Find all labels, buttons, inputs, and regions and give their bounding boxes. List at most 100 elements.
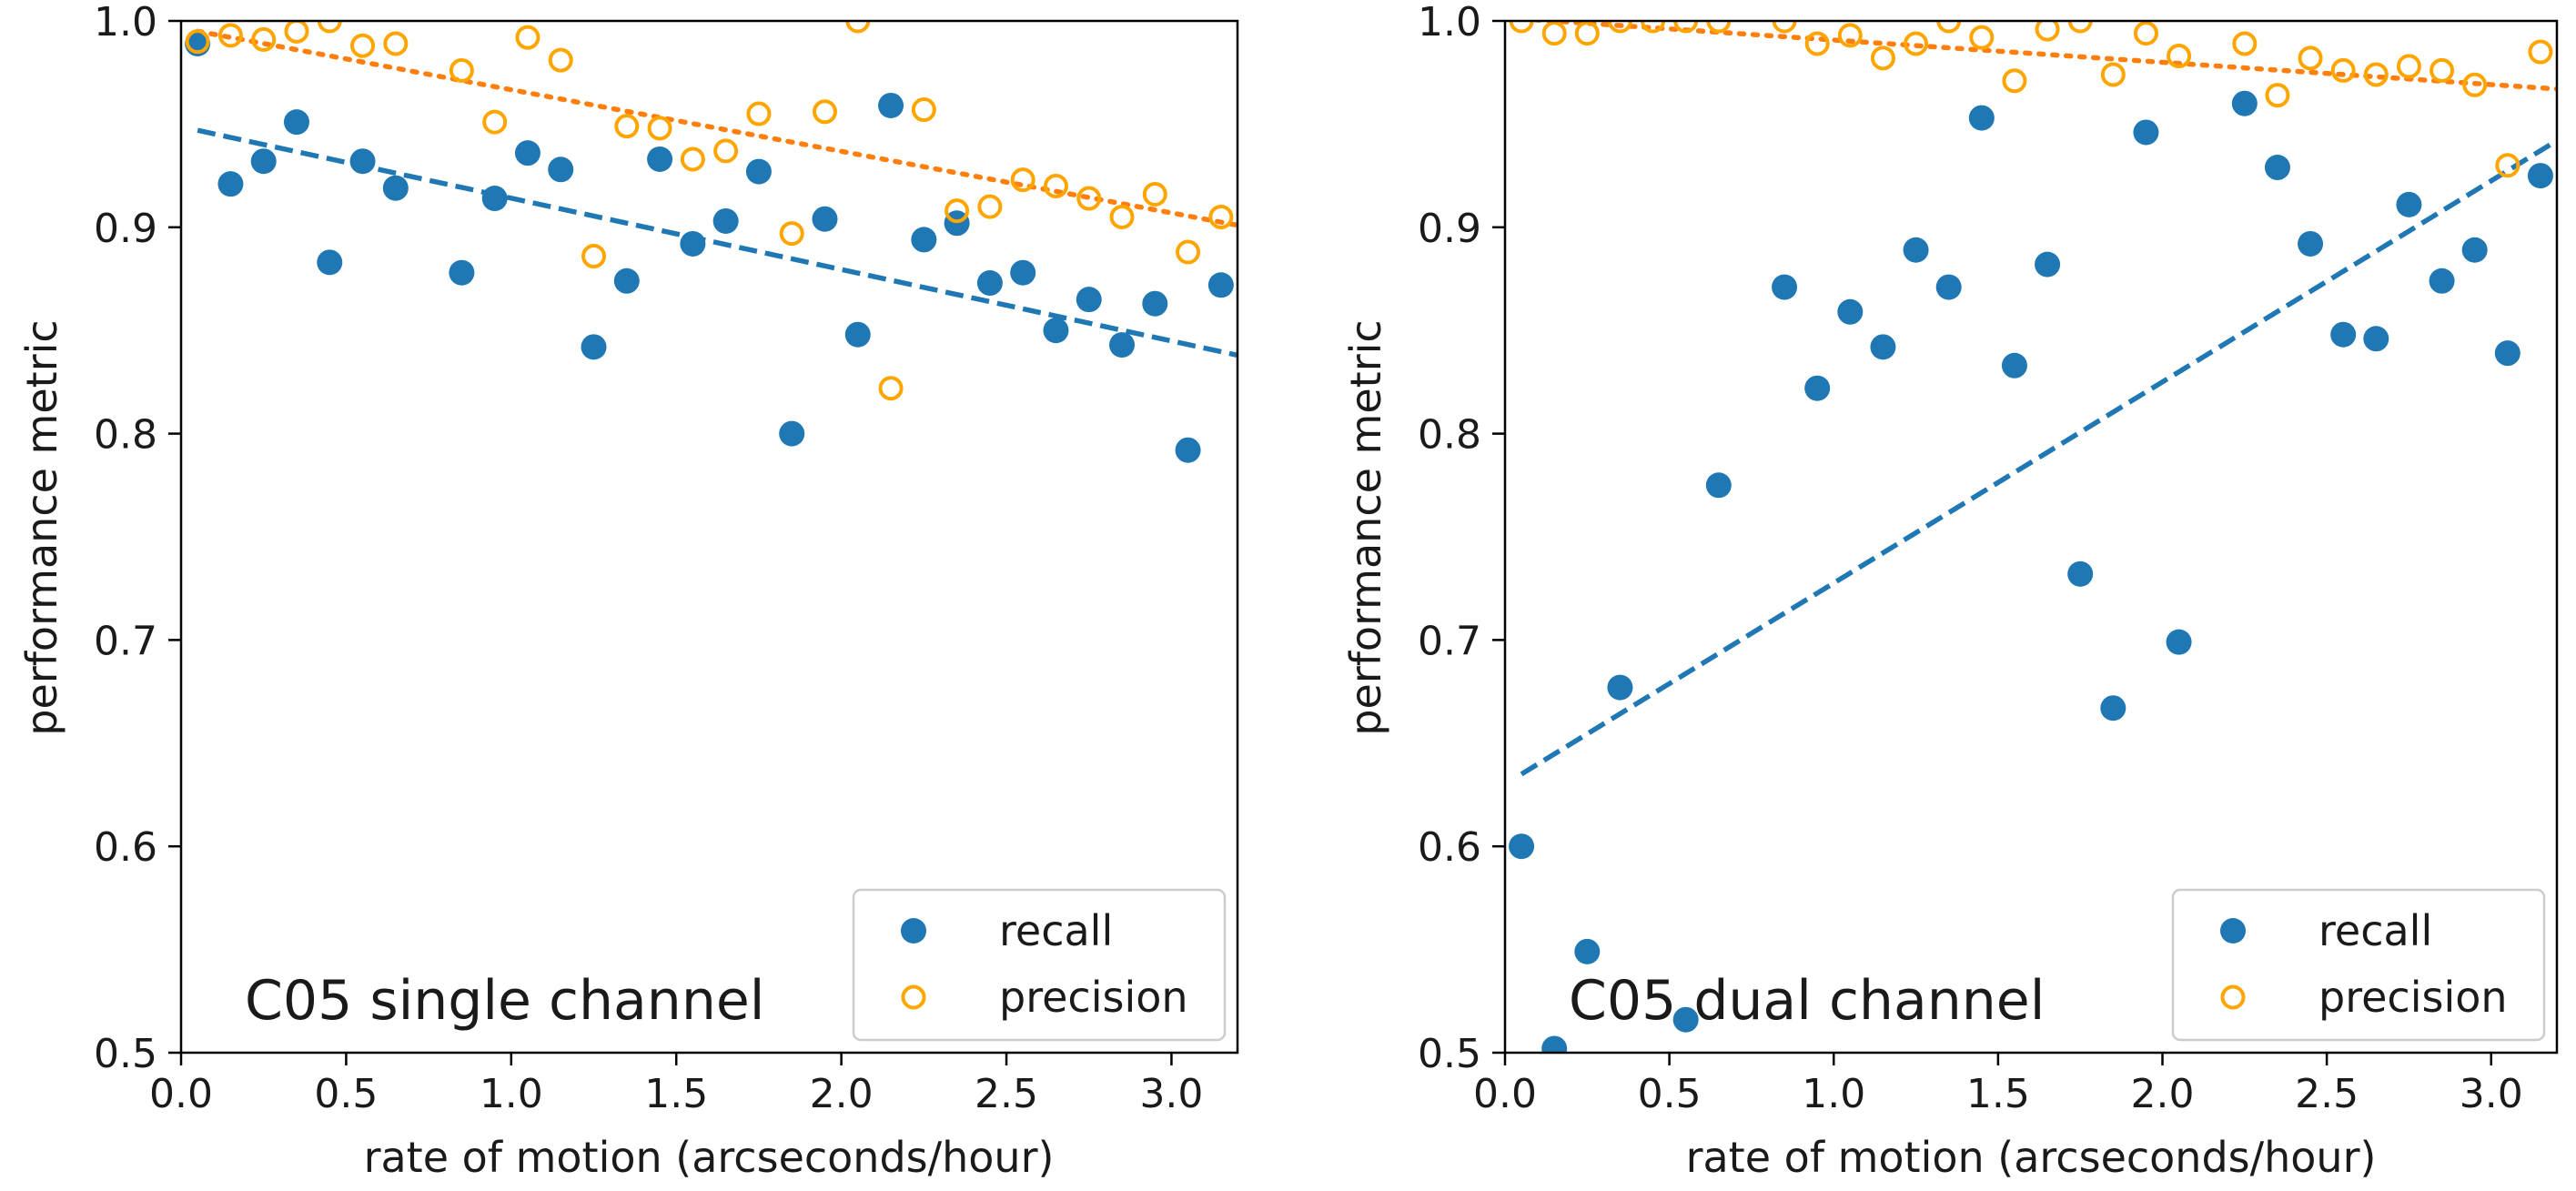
recall-legend-marker — [2220, 918, 2246, 944]
precision-legend-label: precision — [999, 973, 1188, 1022]
panel-single-channel: performance metric rate of motion (arcse… — [17, 0, 1239, 1182]
recall-point — [1935, 274, 1962, 300]
recall-point — [1509, 833, 1535, 860]
x-tick-label: 0.0 — [149, 1071, 213, 1117]
precision-point — [2265, 83, 2290, 108]
x-tick-label: 3.0 — [1139, 1071, 1203, 1117]
recall-point — [1043, 318, 1069, 344]
precision-point — [1673, 21, 1699, 34]
precision-point — [1969, 25, 1995, 50]
panel-dual-channel: performance metric rate of motion (arcse… — [1341, 0, 2559, 1182]
legend-box — [852, 888, 1227, 1042]
precision-point — [812, 99, 837, 125]
recall-point — [382, 175, 409, 201]
precision-trend-line — [1520, 21, 2557, 92]
x-tick-label: 3.0 — [2460, 1071, 2523, 1117]
y-tick-label: 0.9 — [94, 206, 157, 252]
recall-point — [1607, 674, 1633, 701]
recall-point — [1076, 287, 1102, 313]
recall-point — [2264, 155, 2290, 181]
precision-point — [2002, 68, 2027, 94]
legend: recall precision — [2171, 888, 2546, 1042]
recall-point — [449, 259, 475, 286]
recall-point — [581, 334, 607, 360]
y-tick-label: 0.6 — [1418, 824, 1481, 871]
recall-point — [1804, 375, 1831, 401]
precision-point — [2528, 39, 2553, 65]
precision-point — [383, 31, 409, 56]
precision-point — [2298, 45, 2323, 71]
precision-point — [746, 101, 772, 126]
panel-annotation: C05 dual channel — [1569, 969, 2045, 1033]
x-tick-label: 1.5 — [1966, 1071, 2030, 1117]
recall-point — [2166, 629, 2192, 655]
plot-area — [185, 21, 1237, 463]
y-axis-label: performance metric — [1341, 319, 1390, 735]
y-tick-label: 0.5 — [1418, 1031, 1481, 1077]
recall-point — [2494, 340, 2520, 367]
recall-point — [680, 230, 706, 257]
recall-point — [712, 207, 739, 234]
y-tick-label: 0.8 — [94, 412, 157, 459]
recall-point — [2231, 90, 2258, 116]
x-tick-label: 0.0 — [1473, 1071, 1537, 1117]
precision-point — [2330, 57, 2356, 83]
precision-point — [2462, 72, 2488, 97]
precision-point — [185, 29, 210, 55]
recall-point — [481, 186, 508, 212]
recall-point — [2429, 267, 2455, 294]
precision-point — [2495, 153, 2520, 178]
precision-point — [878, 376, 904, 401]
precision-point — [2133, 21, 2158, 46]
x-tick-label: 0.5 — [314, 1071, 378, 1117]
precision-point — [1109, 204, 1135, 229]
recall-point — [2001, 352, 2027, 378]
precision-point — [713, 138, 739, 164]
precision-point — [350, 33, 376, 58]
precision-point — [1607, 21, 1632, 34]
precision-trend-line — [195, 28, 1237, 228]
precision-point — [449, 57, 474, 83]
precision-point — [1010, 167, 1035, 193]
recall-point — [2461, 237, 2488, 263]
recall-point — [2133, 119, 2159, 146]
precision-point — [614, 114, 640, 139]
precision-point — [1904, 31, 1929, 56]
recall-point — [250, 148, 277, 175]
precision-point — [548, 47, 573, 73]
precision-point — [2167, 44, 2192, 69]
recall-point — [1903, 237, 1929, 263]
precision-point — [945, 198, 970, 224]
y-axis-label: performance metric — [17, 319, 66, 735]
y-tick-label: 0.6 — [94, 824, 157, 871]
x-tick-label: 0.5 — [1638, 1071, 1702, 1117]
recall-legend-marker — [901, 918, 926, 944]
recall-point — [317, 249, 343, 276]
precision-legend-marker — [2220, 984, 2246, 1010]
precision-point — [1870, 45, 1895, 71]
recall-point — [2396, 191, 2422, 217]
recall-point — [2527, 163, 2553, 189]
recall-point — [844, 321, 871, 348]
legend: recall precision — [852, 888, 1227, 1042]
recall-point — [2100, 695, 2126, 722]
recall-point — [976, 270, 1003, 297]
recall-point — [1837, 298, 1864, 325]
plot-frame — [179, 19, 1239, 1055]
panel-annotation: C05 single channel — [245, 969, 764, 1033]
precision-legend-label: precision — [2318, 973, 2508, 1022]
precision-point — [515, 25, 540, 50]
recall-point — [1772, 274, 1798, 300]
x-tick-label: 2.0 — [2131, 1071, 2195, 1117]
y-tick-label: 0.5 — [94, 1031, 157, 1077]
precision-point — [1541, 21, 1567, 46]
recall-point — [1109, 332, 1136, 358]
x-tick-label: 2.0 — [810, 1071, 874, 1117]
precision-point — [581, 244, 607, 269]
x-tick-label: 2.5 — [975, 1071, 1038, 1117]
recall-trend-line — [1520, 138, 2557, 777]
recall-point — [349, 148, 376, 175]
recall-point — [1672, 1006, 1699, 1033]
recall-point — [1968, 105, 1995, 131]
